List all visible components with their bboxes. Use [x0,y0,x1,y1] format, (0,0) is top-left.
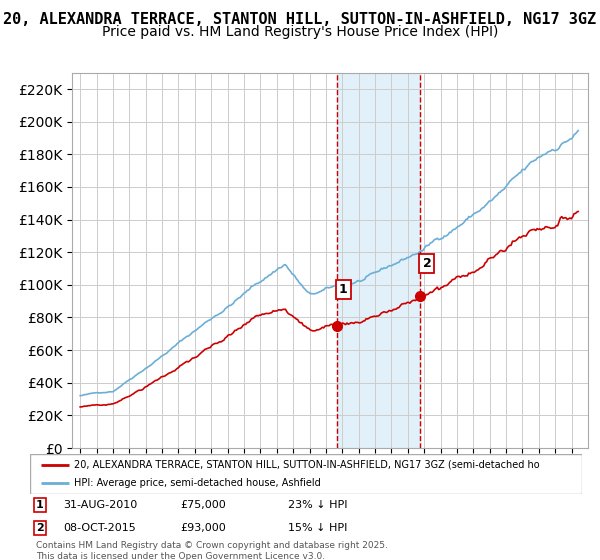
Text: HPI: Average price, semi-detached house, Ashfield: HPI: Average price, semi-detached house,… [74,478,321,488]
Text: 31-AUG-2010: 31-AUG-2010 [63,500,137,510]
Text: 2: 2 [422,257,431,270]
Text: 1: 1 [36,500,44,510]
Text: 08-OCT-2015: 08-OCT-2015 [63,522,136,533]
Bar [337,73,421,448]
FancyBboxPatch shape [30,454,582,494]
Text: Contains HM Land Registry data © Crown copyright and database right 2025.
This d: Contains HM Land Registry data © Crown c… [36,542,388,560]
Text: £93,000: £93,000 [180,522,226,533]
Text: 20, ALEXANDRA TERRACE, STANTON HILL, SUTTON-IN-ASHFIELD, NG17 3GZ (semi-detached: 20, ALEXANDRA TERRACE, STANTON HILL, SUT… [74,460,540,470]
Text: 1: 1 [339,283,347,296]
Text: 20, ALEXANDRA TERRACE, STANTON HILL, SUTTON-IN-ASHFIELD, NG17 3GZ: 20, ALEXANDRA TERRACE, STANTON HILL, SUT… [4,12,596,27]
Text: Price paid vs. HM Land Registry's House Price Index (HPI): Price paid vs. HM Land Registry's House … [102,25,498,39]
Text: £75,000: £75,000 [180,500,226,510]
Text: 23% ↓ HPI: 23% ↓ HPI [288,500,347,510]
Text: 2: 2 [36,522,44,533]
Text: 15% ↓ HPI: 15% ↓ HPI [288,522,347,533]
